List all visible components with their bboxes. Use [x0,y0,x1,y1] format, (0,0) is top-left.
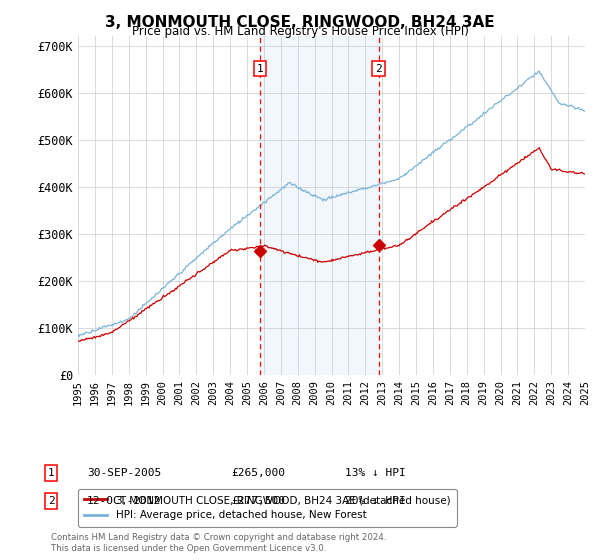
Bar [260,36,379,375]
Text: 20% ↓ HPI: 20% ↓ HPI [345,496,406,506]
Legend: 3, MONMOUTH CLOSE, RINGWOOD, BH24 3AE (detached house), HPI: Average price, deta: 3, MONMOUTH CLOSE, RINGWOOD, BH24 3AE (d… [78,489,457,526]
Text: 1: 1 [256,64,263,73]
Text: 13% ↓ HPI: 13% ↓ HPI [345,468,406,478]
Text: 1: 1 [47,468,55,478]
Text: £277,500: £277,500 [231,496,285,506]
Text: Contains HM Land Registry data © Crown copyright and database right 2024.
This d: Contains HM Land Registry data © Crown c… [51,533,386,553]
Text: 3, MONMOUTH CLOSE, RINGWOOD, BH24 3AE: 3, MONMOUTH CLOSE, RINGWOOD, BH24 3AE [105,15,495,30]
Text: 12-OCT-2012: 12-OCT-2012 [87,496,161,506]
Text: £265,000: £265,000 [231,468,285,478]
Text: Price paid vs. HM Land Registry's House Price Index (HPI): Price paid vs. HM Land Registry's House … [131,25,469,38]
Text: 2: 2 [375,64,382,73]
Text: 30-SEP-2005: 30-SEP-2005 [87,468,161,478]
Text: 2: 2 [47,496,55,506]
